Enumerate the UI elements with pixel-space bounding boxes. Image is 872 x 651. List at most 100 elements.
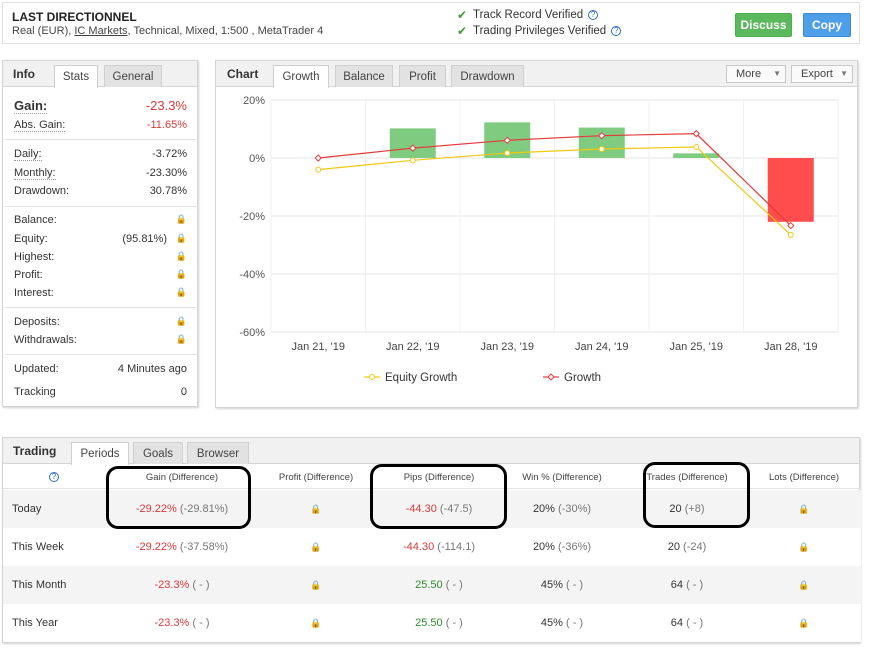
gain-diff: ( - )	[192, 617, 210, 629]
divider	[5, 307, 199, 308]
trades-diff: (+8)	[684, 503, 705, 515]
trades-cell: 20 (-24)	[621, 528, 753, 566]
gain-cell: -29.22% (-37.58%)	[116, 528, 248, 566]
trades-diff: ( - )	[686, 617, 704, 629]
tab-profit[interactable]: Profit	[399, 65, 446, 87]
win-value: 45%	[540, 579, 563, 591]
y-tick-label: -40%	[239, 269, 265, 281]
tab-balance[interactable]: Balance	[335, 65, 393, 87]
tab-stats[interactable]: Stats	[54, 65, 98, 88]
daily-row: Daily: -3.72%	[14, 148, 187, 161]
trading-privileges-label: Trading Privileges Verified	[473, 25, 607, 37]
tab-growth[interactable]: Growth	[273, 65, 329, 88]
table-header: ? Gain (Difference) Profit (Difference) …	[3, 465, 861, 489]
help-icon[interactable]: ?	[588, 10, 599, 20]
daily-label: Daily:	[14, 148, 42, 161]
tab-general[interactable]: General	[104, 65, 162, 87]
profit-cell: 🔒	[250, 490, 382, 528]
more-dropdown[interactable]: More ▼	[726, 65, 786, 83]
equity-growth-point	[693, 143, 700, 150]
help-icon[interactable]: ?	[43, 465, 65, 489]
win-cell: 45% ( - )	[496, 604, 628, 642]
trades-diff: ( - )	[686, 579, 704, 591]
equity-growth-line	[318, 146, 792, 236]
gain-diff: (-37.58%)	[179, 541, 229, 553]
win-diff: ( - )	[565, 579, 584, 591]
equity-growth-point	[504, 150, 511, 157]
trading-title: Trading	[13, 444, 57, 458]
caret-down-icon: ▼	[840, 69, 848, 78]
lock-icon: 🔒	[175, 269, 187, 279]
equity-label: Equity:	[14, 233, 48, 245]
lock-icon: 🔒	[175, 214, 187, 224]
subtitle-suffix: , Technical, Mixed, 1:500 , MetaTrader 4	[127, 25, 324, 37]
pips-diff: ( - )	[445, 579, 463, 591]
broker-link[interactable]: IC Markets	[74, 25, 128, 37]
win-diff: (-30%)	[558, 503, 592, 515]
export-label: Export	[801, 68, 833, 80]
discuss-button[interactable]: Discuss	[735, 13, 792, 37]
pips-diff: (-47.5)	[439, 503, 473, 515]
deposits-row: Deposits: 🔒	[14, 316, 187, 328]
header-profit: Profit (Difference)	[278, 471, 354, 483]
trading-tabstrip: Trading Periods Goals Browser	[3, 438, 859, 465]
track-record-verified: ✔ Track Record Verified ?	[457, 8, 599, 22]
export-dropdown[interactable]: Export ▼	[791, 65, 853, 83]
deposits-label: Deposits:	[14, 316, 60, 328]
table-row: Today -29.22% (-29.81%) 🔒 -44.30 (-47.5) 20%…	[3, 490, 861, 528]
growth-point	[409, 144, 417, 152]
gain-diff: (-29.81%)	[179, 503, 229, 515]
tracking-row: Tracking 0	[14, 386, 187, 398]
system-subtitle: Real (EUR), IC Markets, Technical, Mixed…	[12, 25, 323, 37]
header-win: Win % (Difference)	[522, 471, 602, 483]
header-pips: Pips (Difference)	[403, 471, 475, 483]
tab-goals[interactable]: Goals	[133, 442, 183, 464]
tab-drawdown[interactable]: Drawdown	[451, 65, 524, 87]
pips-value: -44.30	[405, 503, 437, 515]
equity-growth-point	[787, 231, 794, 238]
gain-cell: -23.3% ( - )	[116, 566, 248, 604]
win-diff: (-36%)	[558, 541, 592, 553]
chart-panel: Chart Growth Balance Profit Drawdown Mor…	[215, 60, 858, 408]
win-value: 20%	[532, 503, 555, 515]
monthly-row: Monthly: -23.30%	[14, 167, 187, 180]
gain-value: -29.22%	[135, 541, 177, 553]
equity-percent: (95.81%)	[122, 233, 167, 245]
equity-growth-point	[409, 157, 416, 164]
track-record-label: Track Record Verified	[473, 9, 584, 21]
lock-icon: 🔒	[175, 233, 187, 243]
trades-cell: 64 ( - )	[621, 566, 753, 604]
info-panel: Info Stats General Gain: -23.3% Abs. Gai…	[2, 60, 199, 407]
lock-icon: 🔒	[310, 503, 322, 514]
trades-cell: 20 (+8)	[621, 490, 753, 528]
table-row: This Year -23.3% ( - ) 🔒 25.50 ( - ) 45% ( -…	[3, 604, 861, 642]
win-value: 45%	[540, 617, 563, 629]
subtitle-prefix: Real (EUR),	[12, 25, 75, 37]
tab-browser[interactable]: Browser	[187, 442, 249, 464]
interest-label: Interest:	[14, 287, 54, 299]
lots-cell: 🔒	[738, 604, 870, 642]
more-label: More	[736, 68, 762, 80]
chart-title: Chart	[227, 67, 259, 81]
copy-button[interactable]: Copy	[803, 13, 851, 37]
growth-bar	[389, 128, 436, 158]
trades-value: 64	[670, 617, 684, 629]
period-label: This Month	[12, 579, 67, 591]
drawdown-label: Drawdown:	[14, 185, 70, 197]
legend-marker	[547, 373, 555, 381]
help-icon[interactable]: ?	[611, 26, 622, 36]
gain-value: -23.3%	[145, 98, 187, 113]
chart-tabstrip: Chart Growth Balance Profit Drawdown Mor…	[216, 61, 857, 88]
equity-growth-point	[315, 166, 322, 173]
updated-value: 4 Minutes ago	[117, 363, 187, 375]
check-icon: ✔	[457, 8, 468, 22]
profit-label: Profit:	[14, 269, 43, 281]
daily-value: -3.72%	[152, 148, 187, 160]
growth-point	[692, 129, 700, 138]
profit-cell: 🔒	[250, 528, 382, 566]
tracking-label: Tracking	[14, 386, 56, 398]
x-tick-label: Jan 23, '19	[481, 341, 534, 353]
tab-periods[interactable]: Periods	[71, 442, 129, 465]
gain-diff: ( - )	[192, 579, 210, 591]
highlight-circle	[643, 462, 750, 528]
